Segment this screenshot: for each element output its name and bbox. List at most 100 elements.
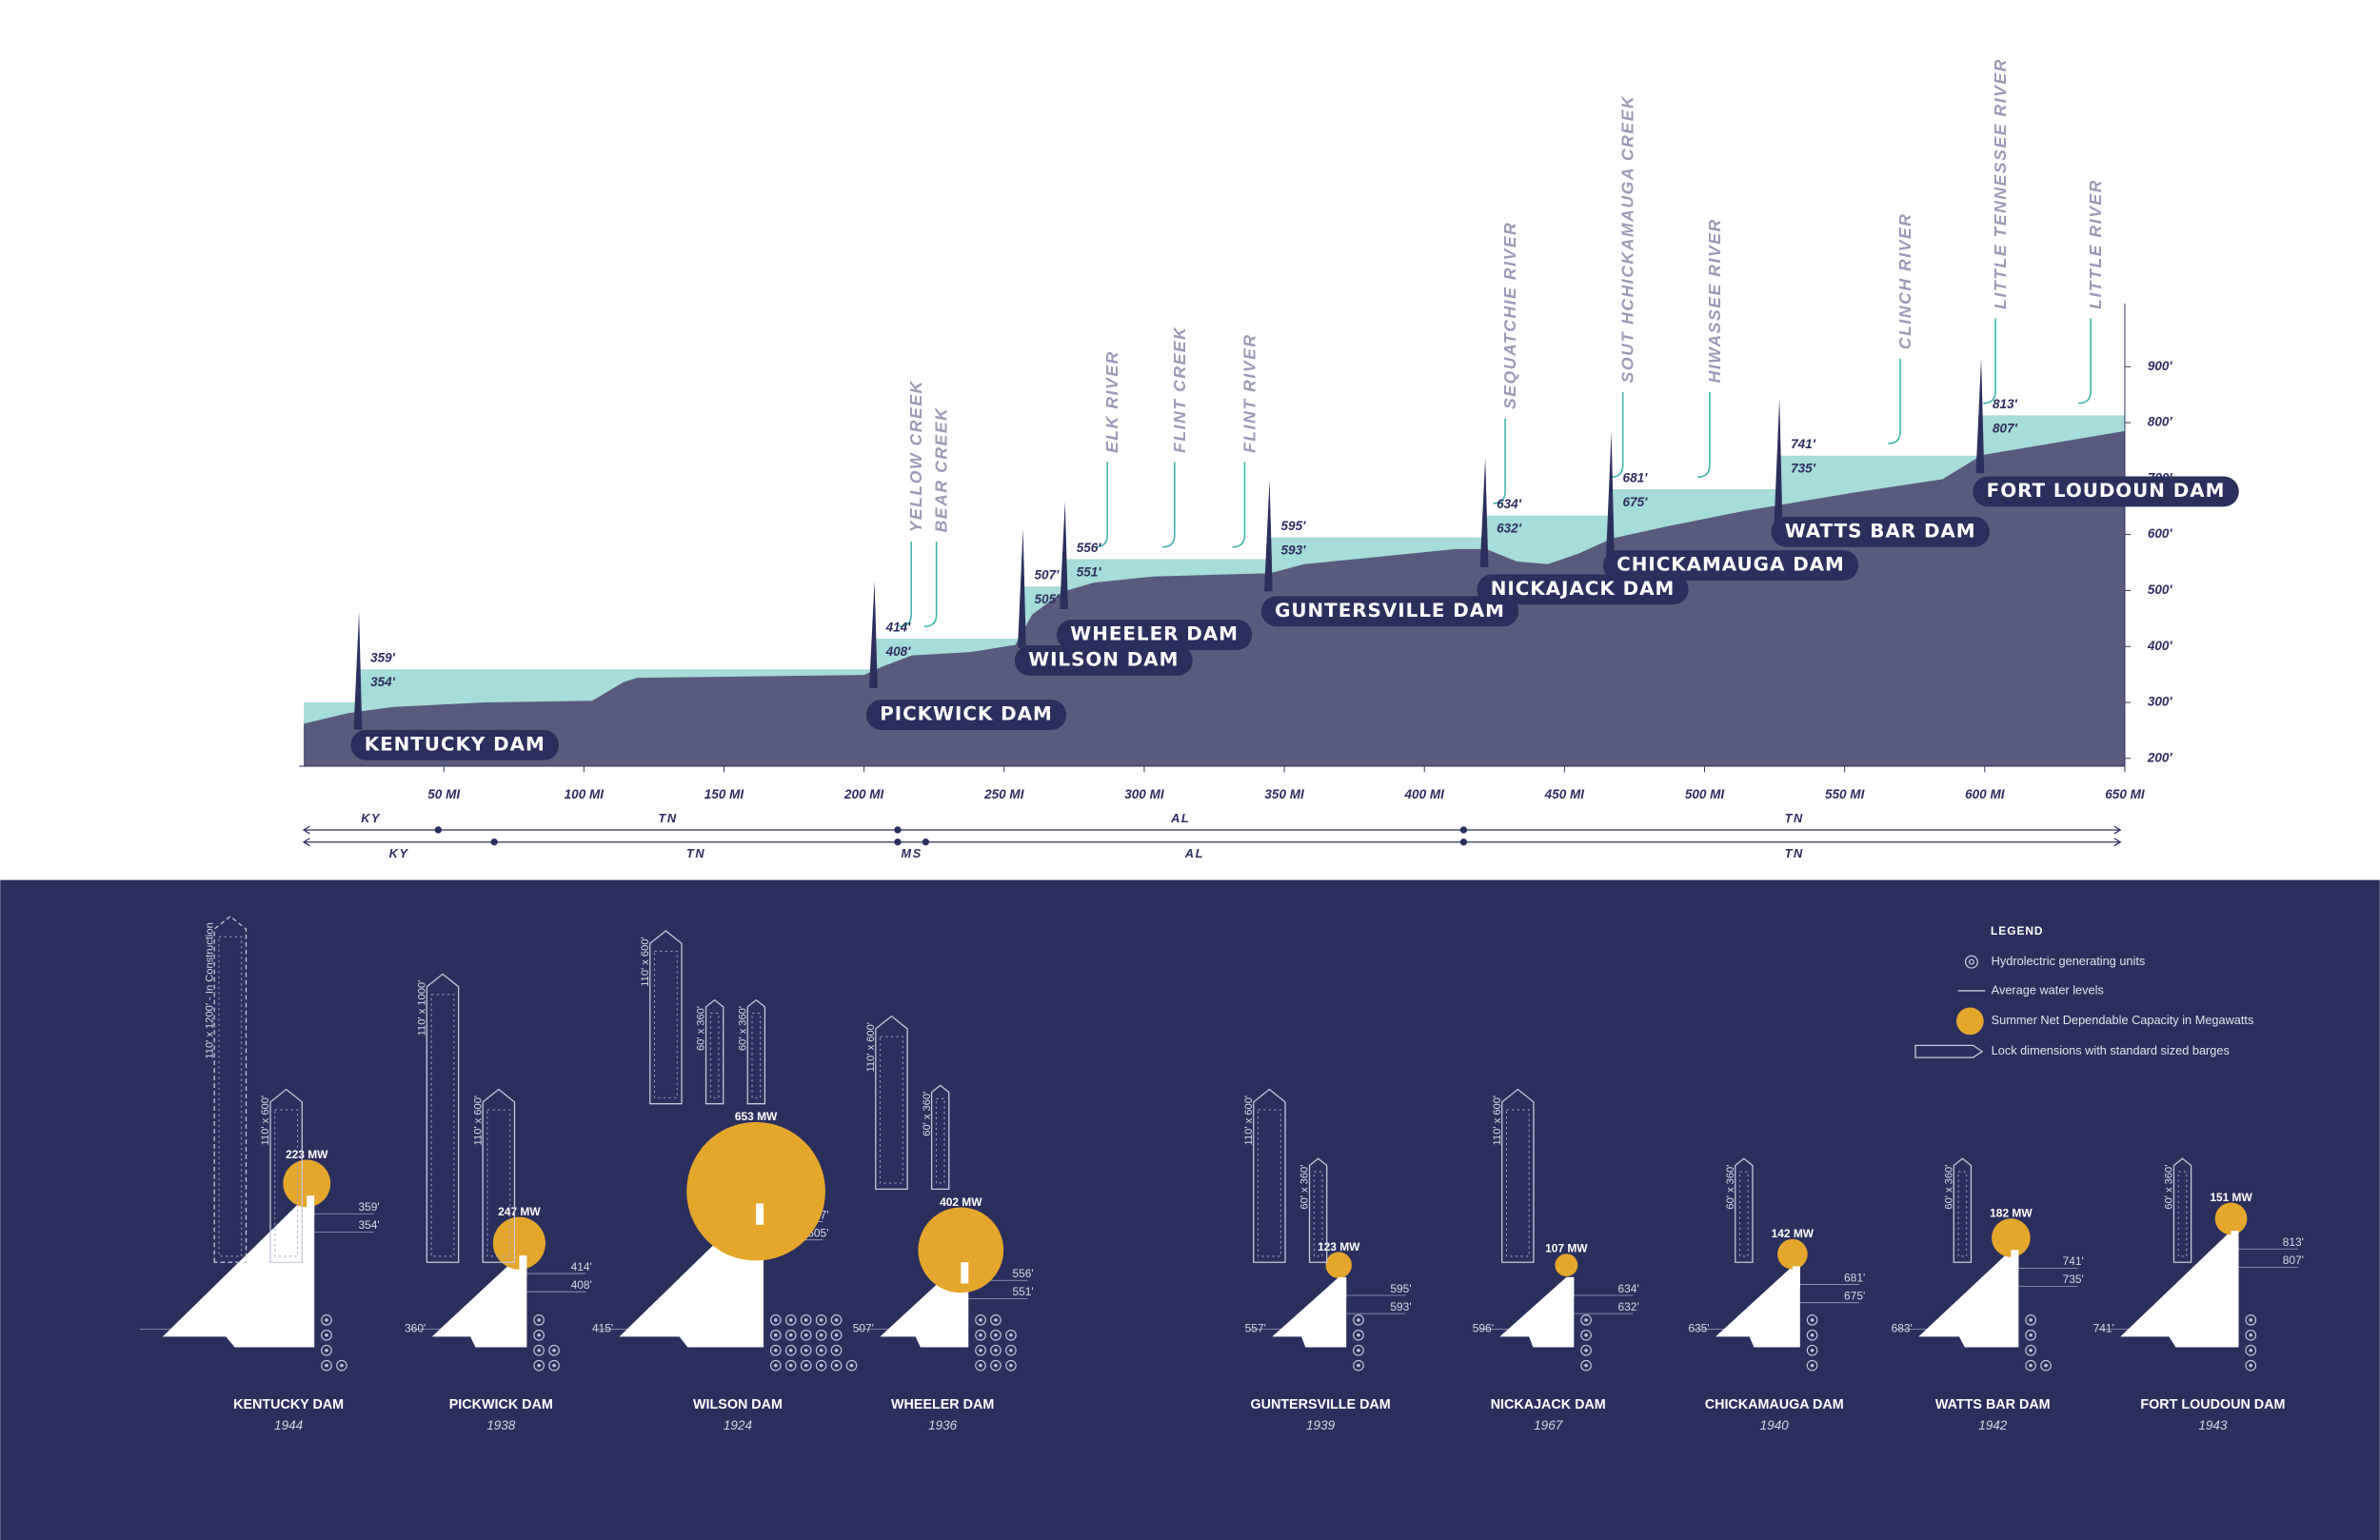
unit-ring — [769, 1344, 782, 1356]
dam-shape — [1272, 1276, 1347, 1348]
unit-ring — [1806, 1314, 1818, 1326]
unit-ring — [975, 1329, 986, 1341]
generating-unit — [975, 1344, 986, 1356]
legend-title: LEGEND — [1991, 924, 2043, 938]
state-border — [894, 826, 902, 834]
dam-top — [1792, 1266, 1800, 1288]
generating-unit — [533, 1329, 545, 1341]
dam-spike — [869, 581, 878, 688]
unit-core — [979, 1363, 982, 1368]
unit-core — [979, 1333, 982, 1337]
dam-card-year: 1942 — [1978, 1418, 2008, 1432]
unit-ring — [769, 1329, 782, 1341]
dam-label-box — [1260, 596, 1519, 627]
unit-ring — [1806, 1329, 1818, 1341]
unit-core — [834, 1333, 839, 1337]
upper-level-label: 556' — [1077, 541, 1102, 555]
tributary-label: SOUT HCHICKAMAUGA CREEK — [1618, 95, 1637, 384]
dam-shape — [1715, 1266, 1800, 1348]
riverbed-area — [304, 430, 2125, 767]
state-border — [1459, 839, 1468, 846]
unit-core — [1810, 1333, 1815, 1337]
dam-label: WILSON DAM — [1014, 645, 1193, 676]
generating-unit — [830, 1314, 843, 1326]
x-tick-label: 650 MI — [2105, 787, 2145, 801]
tributary-label: LITTLE TENNESSEE RIVER — [1991, 58, 2010, 309]
generating-unit — [1353, 1344, 1364, 1356]
tributary-line — [1697, 391, 1711, 479]
unit-core — [1357, 1333, 1360, 1337]
unit-ring — [990, 1314, 1002, 1326]
lock-label: 110' x 600' — [1243, 1096, 1255, 1145]
generating-unit — [990, 1344, 1002, 1356]
capacity-label: 142 MW — [1772, 1227, 1815, 1240]
generating-unit — [769, 1329, 782, 1341]
state-label: AL — [1184, 846, 1204, 860]
dam-top — [307, 1195, 315, 1217]
capacity-label: 151 MW — [2210, 1191, 2252, 1204]
unit-ring — [990, 1344, 1002, 1356]
dam-label: NICKAJACK DAM — [1477, 574, 1689, 605]
state-border — [490, 839, 498, 846]
unit-ring — [2245, 1359, 2257, 1372]
lower-level-label: 675' — [1623, 495, 1649, 509]
dam-label-box — [350, 729, 560, 760]
generating-unit — [2025, 1329, 2036, 1341]
tributary-line — [923, 541, 938, 628]
unit-core — [1009, 1363, 1013, 1368]
tributary-line — [1232, 462, 1246, 548]
generating-unit — [830, 1359, 843, 1372]
dam-spike — [1479, 458, 1489, 568]
y-tick-label: 600' — [2148, 526, 2173, 541]
dam-label: PICKWICK DAM — [865, 700, 1067, 730]
dam-top — [519, 1254, 527, 1277]
upper-level-label: 595' — [1281, 519, 1307, 533]
unit-core — [1009, 1333, 1013, 1337]
unit-core — [2029, 1333, 2033, 1337]
generating-unit — [1353, 1359, 1364, 1372]
lock-outline — [875, 1015, 908, 1191]
unit-core — [537, 1318, 541, 1322]
unit-core — [1584, 1318, 1588, 1322]
unit-ring — [830, 1344, 843, 1356]
state-label: KY — [361, 811, 381, 825]
unit-ring — [800, 1329, 812, 1341]
unit-ring — [321, 1344, 332, 1356]
capacity-label: 182 MW — [1990, 1207, 2033, 1220]
lock-outline — [704, 998, 724, 1105]
unit-ring — [815, 1314, 827, 1326]
lock-label: 110' x 600' — [260, 1096, 271, 1145]
dam-card-year: 1938 — [486, 1418, 516, 1432]
unit-ring — [975, 1314, 986, 1326]
state-arrow — [302, 825, 310, 835]
unit-ring — [1353, 1359, 1364, 1372]
x-tick-label: 200 MI — [843, 787, 884, 801]
dam-name: KENTUCKY DAM — [365, 733, 545, 755]
unit-ring — [548, 1344, 560, 1356]
unit-core — [1810, 1363, 1815, 1368]
generating-unit — [975, 1329, 986, 1341]
state-border — [1459, 826, 1468, 834]
lock-barges — [1957, 1171, 1968, 1257]
unit-ring — [1353, 1344, 1364, 1356]
x-tick-label: 600 MI — [1965, 787, 2005, 801]
unit-core — [1357, 1318, 1360, 1322]
generating-unit — [1353, 1329, 1364, 1341]
lock-label: 60' x 360' — [2164, 1165, 2175, 1210]
generating-unit — [2245, 1344, 2257, 1356]
unit-ring — [830, 1314, 843, 1326]
lower-level-label: 593' — [1281, 543, 1307, 557]
tributary-label: YELLOW CREEK — [906, 380, 925, 532]
generating-unit — [2245, 1329, 2257, 1341]
dam-spike — [353, 611, 363, 730]
lower-level-label: 354' — [358, 1218, 379, 1232]
unit-ring — [815, 1329, 827, 1341]
legend-item: Hydrolectric generating units — [1992, 954, 2146, 968]
legend-item: Average water levels — [1992, 982, 2104, 997]
unit-core — [2249, 1363, 2253, 1368]
dam-label-box — [1771, 516, 1990, 547]
unit-ring — [2040, 1359, 2052, 1372]
tributary-label: FLINT CREEK — [1170, 326, 1189, 453]
dam-label-box — [865, 700, 1067, 730]
